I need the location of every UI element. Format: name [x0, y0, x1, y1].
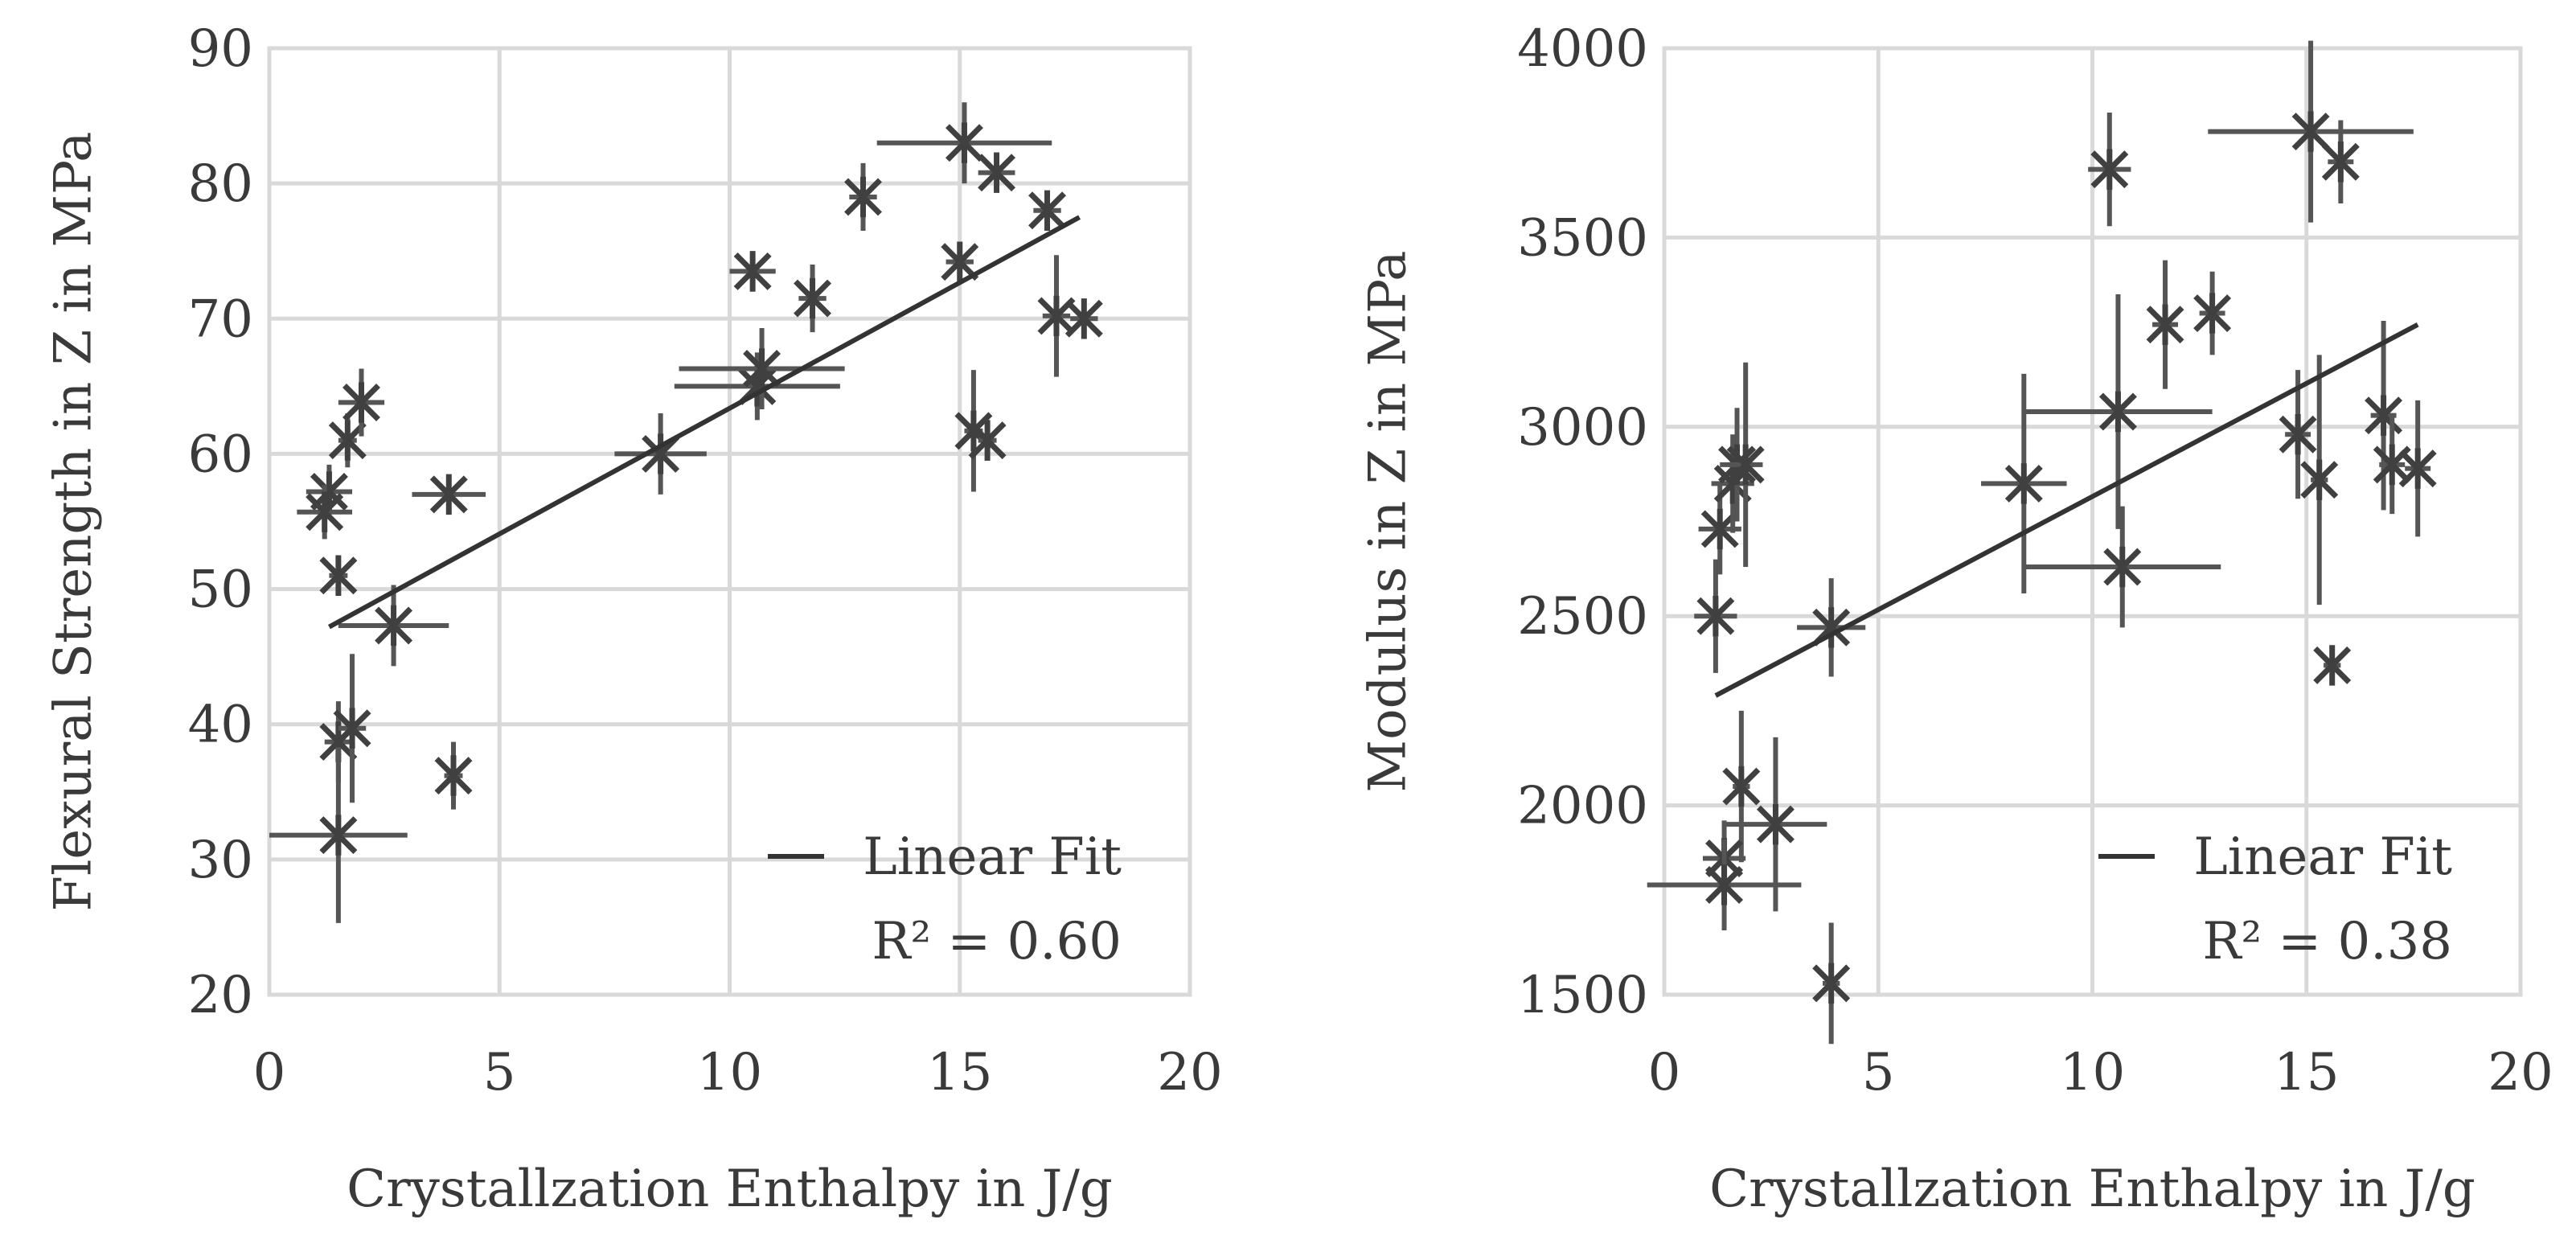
y-tick-label: 90: [188, 19, 253, 79]
y-tick-labels: 1500 2000 2500 3000 3500 4000: [1517, 19, 1648, 1025]
y-tick-label: 3500: [1517, 208, 1648, 268]
data-point: [844, 162, 882, 231]
data-point: [1981, 373, 2067, 593]
y-tick-label: 1500: [1517, 966, 1648, 1025]
x-tick-labels: 0 5 10 15 20: [253, 1043, 1223, 1102]
legend: Linear Fit R² = 0.60: [768, 827, 1122, 971]
data-point: [412, 474, 486, 515]
data-point: [2279, 370, 2317, 499]
y-tick-label: 40: [188, 696, 253, 755]
r-squared-label: R² = 0.38: [2202, 912, 2452, 971]
data-point: [434, 741, 473, 810]
data-point: [297, 485, 353, 540]
y-tick-label: 20: [188, 966, 253, 1025]
data-point: [1647, 839, 1802, 930]
y-tick-label: 70: [188, 289, 253, 349]
legend: Linear Fit R² = 0.38: [2098, 827, 2452, 971]
data-point: [876, 102, 1052, 184]
data-point: [978, 152, 1016, 193]
data-point: [338, 585, 449, 667]
y-tick-label: 60: [188, 425, 253, 484]
data-point: [1064, 298, 1103, 339]
data-points: [269, 102, 1103, 923]
x-tick-label: 0: [253, 1043, 286, 1102]
data-point: [2208, 40, 2414, 223]
y-tick-labels: 20 30 40 50 60 70 80 90: [188, 19, 253, 1025]
data-point: [2365, 320, 2403, 511]
y-axis-title: Flexural Strength in Z in MPa: [43, 132, 103, 912]
data-points: [1647, 40, 2437, 1045]
data-point: [941, 241, 979, 282]
x-tick-label: 10: [2060, 1043, 2125, 1102]
data-point: [319, 555, 358, 596]
data-point: [1726, 362, 1765, 567]
x-tick-label: 5: [483, 1043, 516, 1102]
data-point: [2398, 400, 2437, 537]
legend-label: Linear Fit: [863, 827, 1122, 887]
legend-label: Linear Fit: [2193, 827, 2452, 887]
y-tick-label: 2000: [1517, 777, 1648, 836]
data-point: [794, 265, 832, 333]
data-point: [968, 420, 1007, 461]
data-point: [614, 413, 707, 495]
data-point: [1812, 922, 1851, 1045]
x-tick-label: 0: [1648, 1043, 1681, 1102]
data-point: [333, 654, 371, 803]
y-tick-label: 2500: [1517, 587, 1648, 647]
data-point: [2088, 113, 2131, 227]
data-point: [2373, 415, 2411, 515]
linear-fit-line: [1714, 322, 2419, 698]
data-point: [2321, 120, 2360, 204]
data-point: [2024, 294, 2213, 529]
data-point: [269, 747, 408, 923]
r-squared-label: R² = 0.60: [872, 912, 1122, 971]
x-tick-label: 5: [1862, 1043, 1895, 1102]
data-point: [2313, 645, 2352, 686]
modulus-chart: 1500 2000 2500 3000 3500 4000 0 5 10 15 …: [1358, 19, 2553, 1219]
data-point: [1724, 737, 1827, 912]
x-tick-label: 15: [2274, 1043, 2339, 1102]
data-point: [338, 368, 385, 437]
data-point: [2300, 355, 2339, 605]
data-point: [1037, 255, 1076, 377]
x-axis-title: Crystallzation Enthalpy in J/g: [347, 1160, 1113, 1219]
plot-frame: [267, 46, 1192, 997]
x-axis-title: Crystallzation Enthalpy in J/g: [1709, 1160, 2476, 1219]
data-point: [729, 251, 776, 292]
data-point: [1694, 559, 1737, 673]
x-tick-label: 10: [697, 1043, 762, 1102]
y-tick-label: 80: [188, 154, 253, 214]
y-tick-label: 4000: [1517, 19, 1648, 79]
x-tick-label: 15: [927, 1043, 992, 1102]
data-point: [679, 328, 845, 409]
x-tick-label: 20: [1157, 1043, 1222, 1102]
x-tick-label: 20: [2488, 1043, 2553, 1102]
y-tick-label: 50: [188, 560, 253, 620]
flexural-strength-chart: 20 30 40 50 60 70 80 90 0 5 10 15 20 Cry…: [43, 19, 1222, 1219]
linear-fit-line: [327, 215, 1081, 630]
y-tick-label: 30: [188, 831, 253, 890]
data-point: [328, 413, 367, 468]
plot-frame: [1662, 46, 2523, 997]
x-tick-labels: 0 5 10 15 20: [1648, 1043, 2553, 1102]
y-axis-title: Modulus in Z in MPa: [1358, 251, 1417, 793]
data-point: [2193, 271, 2232, 355]
data-point: [1028, 190, 1066, 231]
data-point: [1722, 710, 1761, 863]
y-tick-label: 3000: [1517, 398, 1648, 458]
data-point: [2146, 260, 2184, 389]
data-point: [2024, 506, 2221, 628]
data-point: [1797, 578, 1866, 677]
